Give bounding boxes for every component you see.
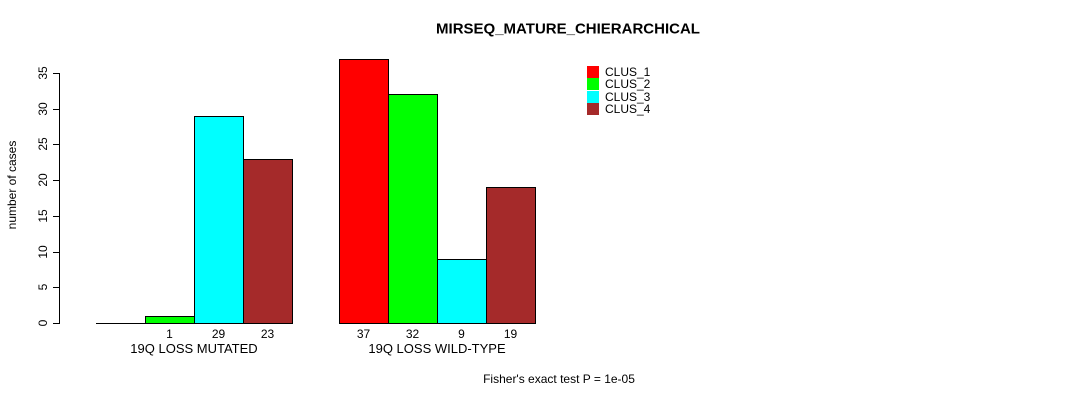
y-tick-label: 35 <box>36 66 50 80</box>
bar <box>437 259 487 324</box>
y-tick-label: 0 <box>36 319 50 327</box>
y-tick <box>53 144 59 146</box>
y-tick-label: 5 <box>36 283 50 291</box>
bar-value-label: 32 <box>405 327 420 341</box>
bar-value-label: 37 <box>356 327 371 341</box>
y-tick-label: 30 <box>36 102 50 116</box>
bar <box>486 187 536 324</box>
y-tick <box>53 73 59 74</box>
bar <box>388 94 438 324</box>
y-tick-label: 10 <box>36 244 50 259</box>
bar <box>145 316 195 324</box>
y-tick <box>53 180 59 182</box>
legend-swatch <box>587 66 599 78</box>
bar-value-label: 23 <box>260 327 275 341</box>
legend-swatch <box>587 103 599 116</box>
y-tick <box>53 323 59 324</box>
group-label: 19Q LOSS WILD-TYPE <box>368 341 506 356</box>
y-tick <box>53 215 59 217</box>
legend-swatch <box>587 78 599 91</box>
y-axis-label: number of cases <box>5 140 19 230</box>
bar-value-label: 29 <box>211 327 226 341</box>
y-tick <box>53 108 59 110</box>
y-tick-label: 20 <box>36 173 50 187</box>
y-axis-line <box>59 73 60 324</box>
y-tick <box>53 287 59 289</box>
legend-label: CLUS_4 <box>605 102 651 117</box>
y-tick <box>53 251 59 253</box>
group-label: 19Q LOSS MUTATED <box>130 341 258 356</box>
legend-label: CLUS_3 <box>605 89 651 104</box>
bar-value-label: 19 <box>503 327 518 341</box>
bar <box>243 159 293 324</box>
legend-swatch <box>587 90 599 103</box>
y-tick-label: 25 <box>36 137 50 152</box>
bar <box>194 116 244 324</box>
bar-value-label: 1 <box>166 327 173 341</box>
bar <box>339 59 389 324</box>
legend-label: CLUS_2 <box>605 77 651 92</box>
bar-value-label: 9 <box>458 327 465 341</box>
y-tick-label: 15 <box>36 209 50 223</box>
caption: Fisher's exact test P = 1e-05 <box>483 372 635 386</box>
bar-zero <box>96 323 146 324</box>
legend-label: CLUS_1 <box>605 65 651 79</box>
chart-title: MIRSEQ_MATURE_CHIERARCHICAL <box>436 20 700 38</box>
